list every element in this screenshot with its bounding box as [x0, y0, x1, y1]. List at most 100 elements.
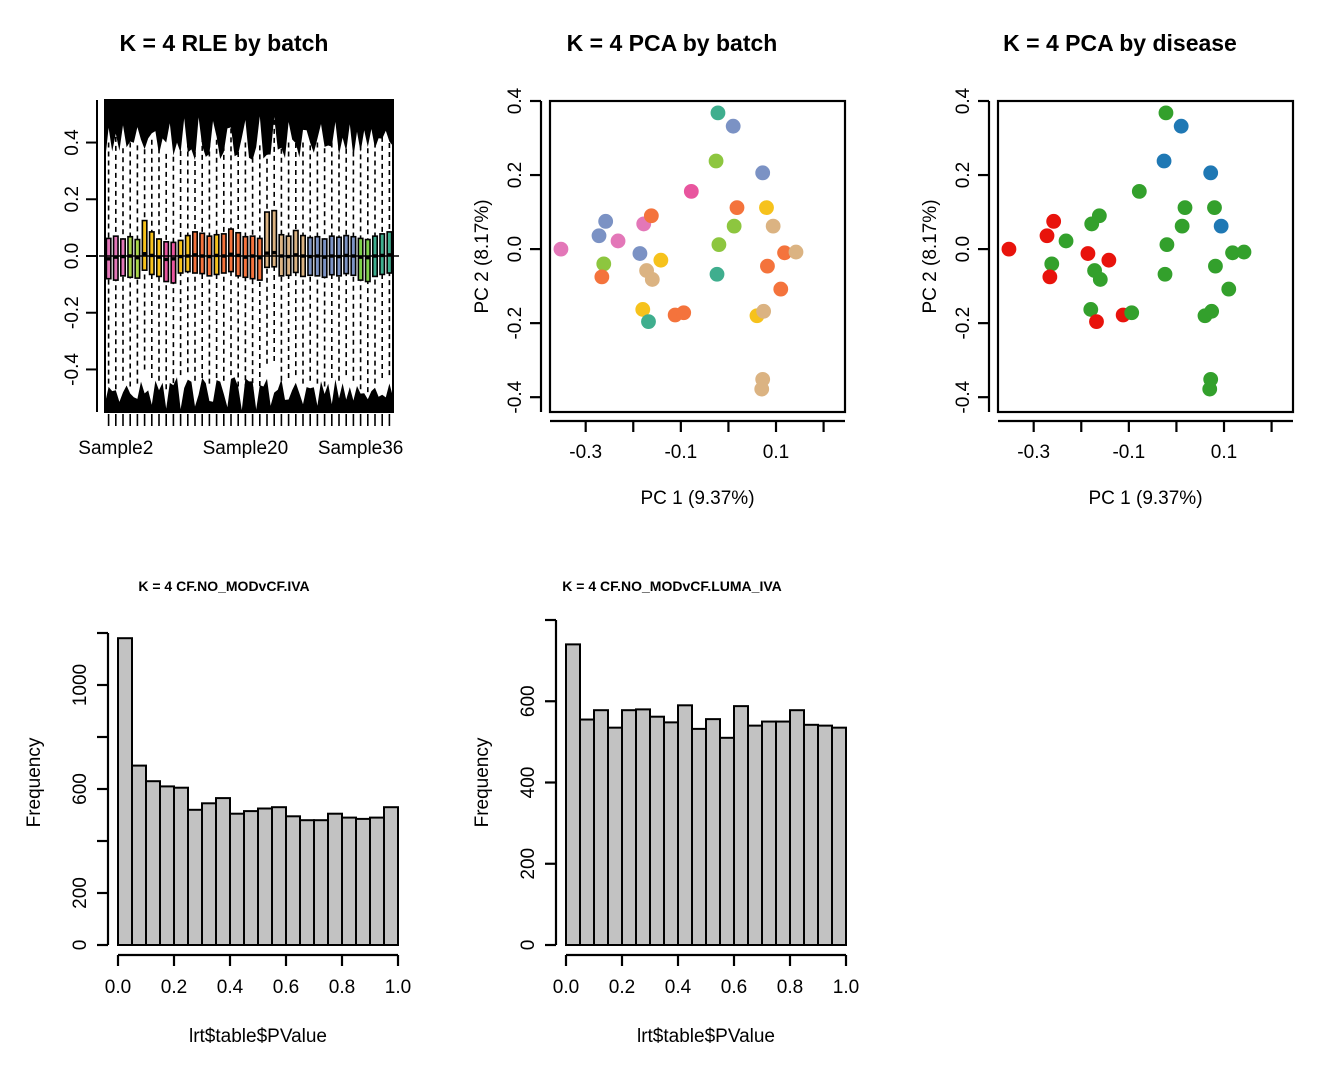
pca-batch-point [610, 233, 626, 249]
hist1-bar [355, 817, 371, 946]
hist2-x-tick-label: 0.0 [553, 977, 579, 998]
hist1-bar [173, 786, 189, 946]
rle-box [163, 153, 170, 390]
hist2-x-tick-label: 0.2 [609, 977, 635, 998]
rle-box-rect [364, 238, 371, 283]
rle-box-rect [191, 231, 199, 274]
pca-disease-point [1159, 237, 1175, 253]
pca-batch-point [755, 165, 771, 181]
pca-disease-x-tick-label: 0.1 [1211, 442, 1237, 463]
hist1-y-tick-label: 200 [70, 877, 91, 909]
hist1-bar [257, 807, 273, 946]
hist1-bar [299, 819, 315, 946]
pca-batch-point [725, 118, 741, 134]
rle-box [249, 139, 256, 393]
pca-batch-plot: -0.4 -0.2 0.0 0.2 0.4 -0.3 -0.1 0.1 PC 1 (9.37%)… [472, 87, 847, 509]
rle-box [199, 136, 206, 378]
rle-box [335, 145, 343, 381]
pca-disease-point [1156, 153, 1172, 169]
pca-disease-point [1080, 246, 1096, 261]
hist2-bar [649, 715, 665, 946]
pca-batch-point [759, 200, 774, 216]
pca-batch-point [644, 272, 660, 287]
pca-disease-y-tick-label: 0.4 [953, 87, 974, 114]
hist2-bar [663, 721, 679, 947]
rle-box [386, 134, 393, 376]
hist2-y-tick-label: 600 [518, 685, 539, 717]
hist2-bar [691, 727, 707, 947]
hist2-x-tick-label: 1.0 [833, 977, 859, 998]
rle-box [357, 145, 364, 390]
pca-disease-point [1202, 381, 1218, 397]
hist1-title: K = 4 CF.NO_MODvCF.IVA [138, 578, 310, 594]
hist1-bar [229, 812, 245, 946]
pca-disease-title: K = 4 PCA by disease [1003, 30, 1237, 56]
pca-disease-point [1046, 213, 1062, 229]
rle-box [134, 145, 141, 384]
pca-disease-point [1042, 269, 1058, 285]
hist1-bar [243, 810, 259, 946]
rle-box-rect [271, 209, 278, 268]
rle-box-rect [199, 232, 206, 275]
rle-box-rect [357, 237, 364, 281]
pca-batch-point [760, 258, 775, 274]
rle-box-rect [292, 229, 299, 274]
rle-box [127, 142, 134, 387]
hist2-bar [747, 724, 763, 947]
rle-y-tick-label: 0.0 [62, 243, 83, 269]
rle-box-rect [263, 211, 271, 269]
rle-box-rect [220, 233, 227, 274]
hist1-y-axis-label: Frequency [24, 737, 45, 827]
rle-x-tick-label: Sample2 [78, 438, 153, 459]
rle-box [155, 148, 163, 381]
hist2-bar [593, 709, 609, 946]
hist2-x-axis-label: lrt$table$PValue [637, 1026, 775, 1047]
pca-disease-point [1158, 105, 1174, 121]
rle-box [314, 142, 321, 384]
panel-rle: K = 4 RLE by batch -0.4 -0.2 0.0 0.2 0.4 Samp… [0, 0, 448, 520]
hist2-y-tick-label: 0 [518, 940, 539, 951]
rle-box [191, 134, 199, 381]
pca-batch-x-tick-label: 0.1 [763, 442, 789, 463]
pca-disease-point [1089, 314, 1104, 330]
panel-hist1: K = 4 CF.NO_MODvCF.IVA 0 200 600 1000 0.0 0.2… [0, 540, 448, 1075]
panel-pca-batch: K = 4 PCA by batch -0.4 -0.2 0.0 0.2 0.4 -0.3… [448, 0, 896, 520]
pca-batch-point [711, 237, 727, 253]
pca-batch-point [632, 246, 648, 261]
hist2-bar [775, 720, 791, 946]
pca-disease-y-axis-label: PC 2 (8.17%) [920, 199, 941, 313]
hist1-bar [327, 812, 343, 946]
pca-disease-point [1221, 281, 1237, 297]
hist2-bar [635, 708, 651, 947]
hist1-bar [271, 806, 287, 946]
rle-box [321, 148, 328, 387]
rle-box [379, 136, 386, 378]
pca-batch-point [756, 303, 772, 319]
rle-box [206, 142, 213, 384]
hist1-x-tick-label: 0.2 [161, 977, 187, 998]
pca-batch-point [553, 241, 569, 257]
rle-y-tick-label: -0.4 [62, 353, 83, 386]
rle-plot: -0.4 -0.2 0.0 0.2 0.4 Sample2 Sample20 Sample36 [62, 99, 403, 459]
rle-x-tick-label: Sample20 [203, 438, 289, 459]
hist1-bar [285, 815, 301, 946]
pca-disease-point [1039, 228, 1055, 244]
pca-batch-point [729, 200, 745, 216]
rle-box [227, 128, 235, 376]
hist1-bar [383, 806, 399, 946]
pca-disease-y-tick-label: -0.4 [953, 380, 974, 413]
rle-box [141, 131, 148, 370]
hist1-bar [131, 764, 147, 946]
hist1-bar [313, 819, 329, 946]
rle-box-rect [148, 231, 155, 276]
rle-box [220, 136, 227, 381]
pca-batch-point [635, 302, 651, 317]
hist1-bar [369, 816, 385, 947]
pca-disease-point [1225, 245, 1240, 261]
pca-batch-y-tick-label: 0.2 [505, 162, 526, 188]
hist2-y-axis-label: Frequency [472, 737, 493, 827]
rle-box [170, 156, 177, 393]
hist1-x-tick-label: 1.0 [385, 977, 411, 998]
hist2-bar [831, 726, 847, 946]
hist2-bar [761, 720, 777, 946]
